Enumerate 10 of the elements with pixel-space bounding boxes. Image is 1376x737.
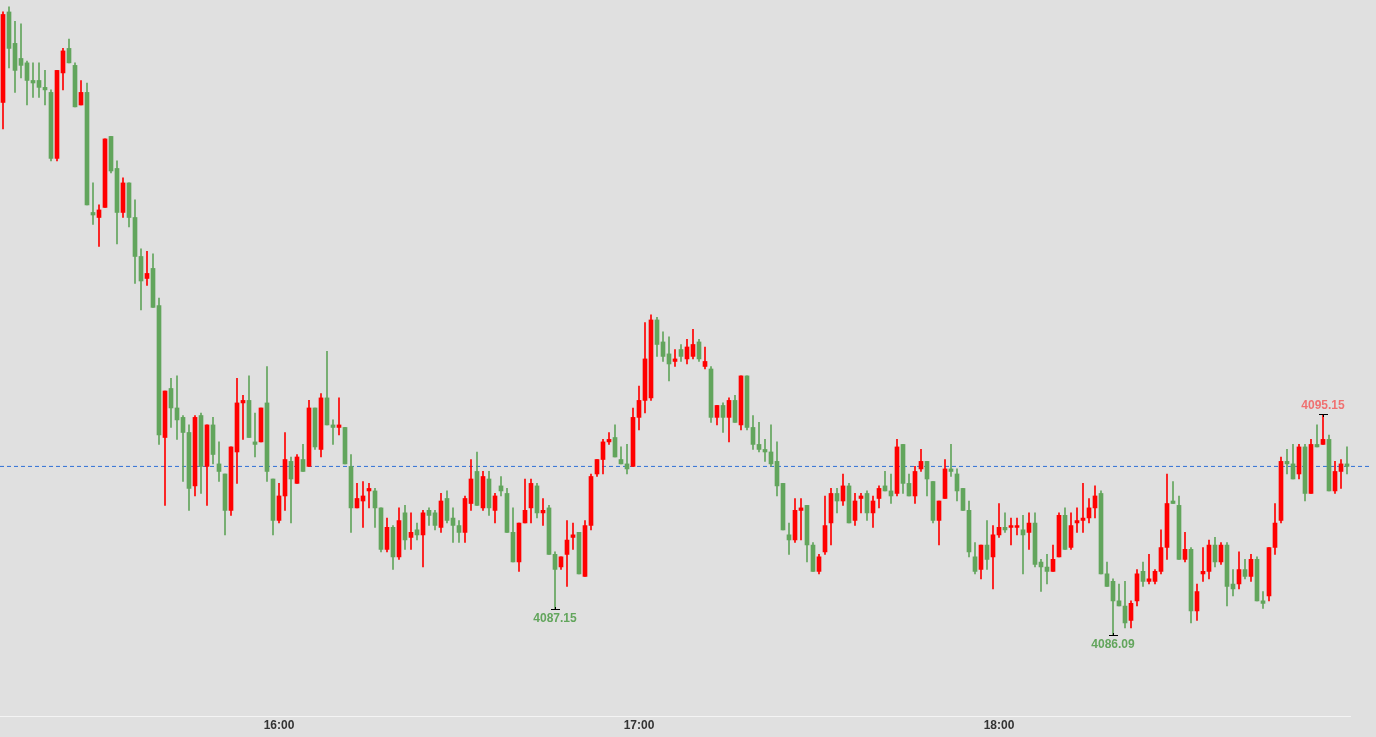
x-tick-label: 17:00 [623,718,655,733]
annotation: 4086.09 [1091,636,1136,651]
annotation: 4087.15 [533,611,578,626]
candlestick [1014,517,1020,536]
candlestick [1008,517,1014,546]
x-tick-label: 16:00 [263,718,295,733]
candlestick [36,62,42,98]
x-tick-label: 18:00 [983,718,1015,733]
annotation: 4095.15 [1301,397,1346,412]
candlestick [18,23,24,79]
